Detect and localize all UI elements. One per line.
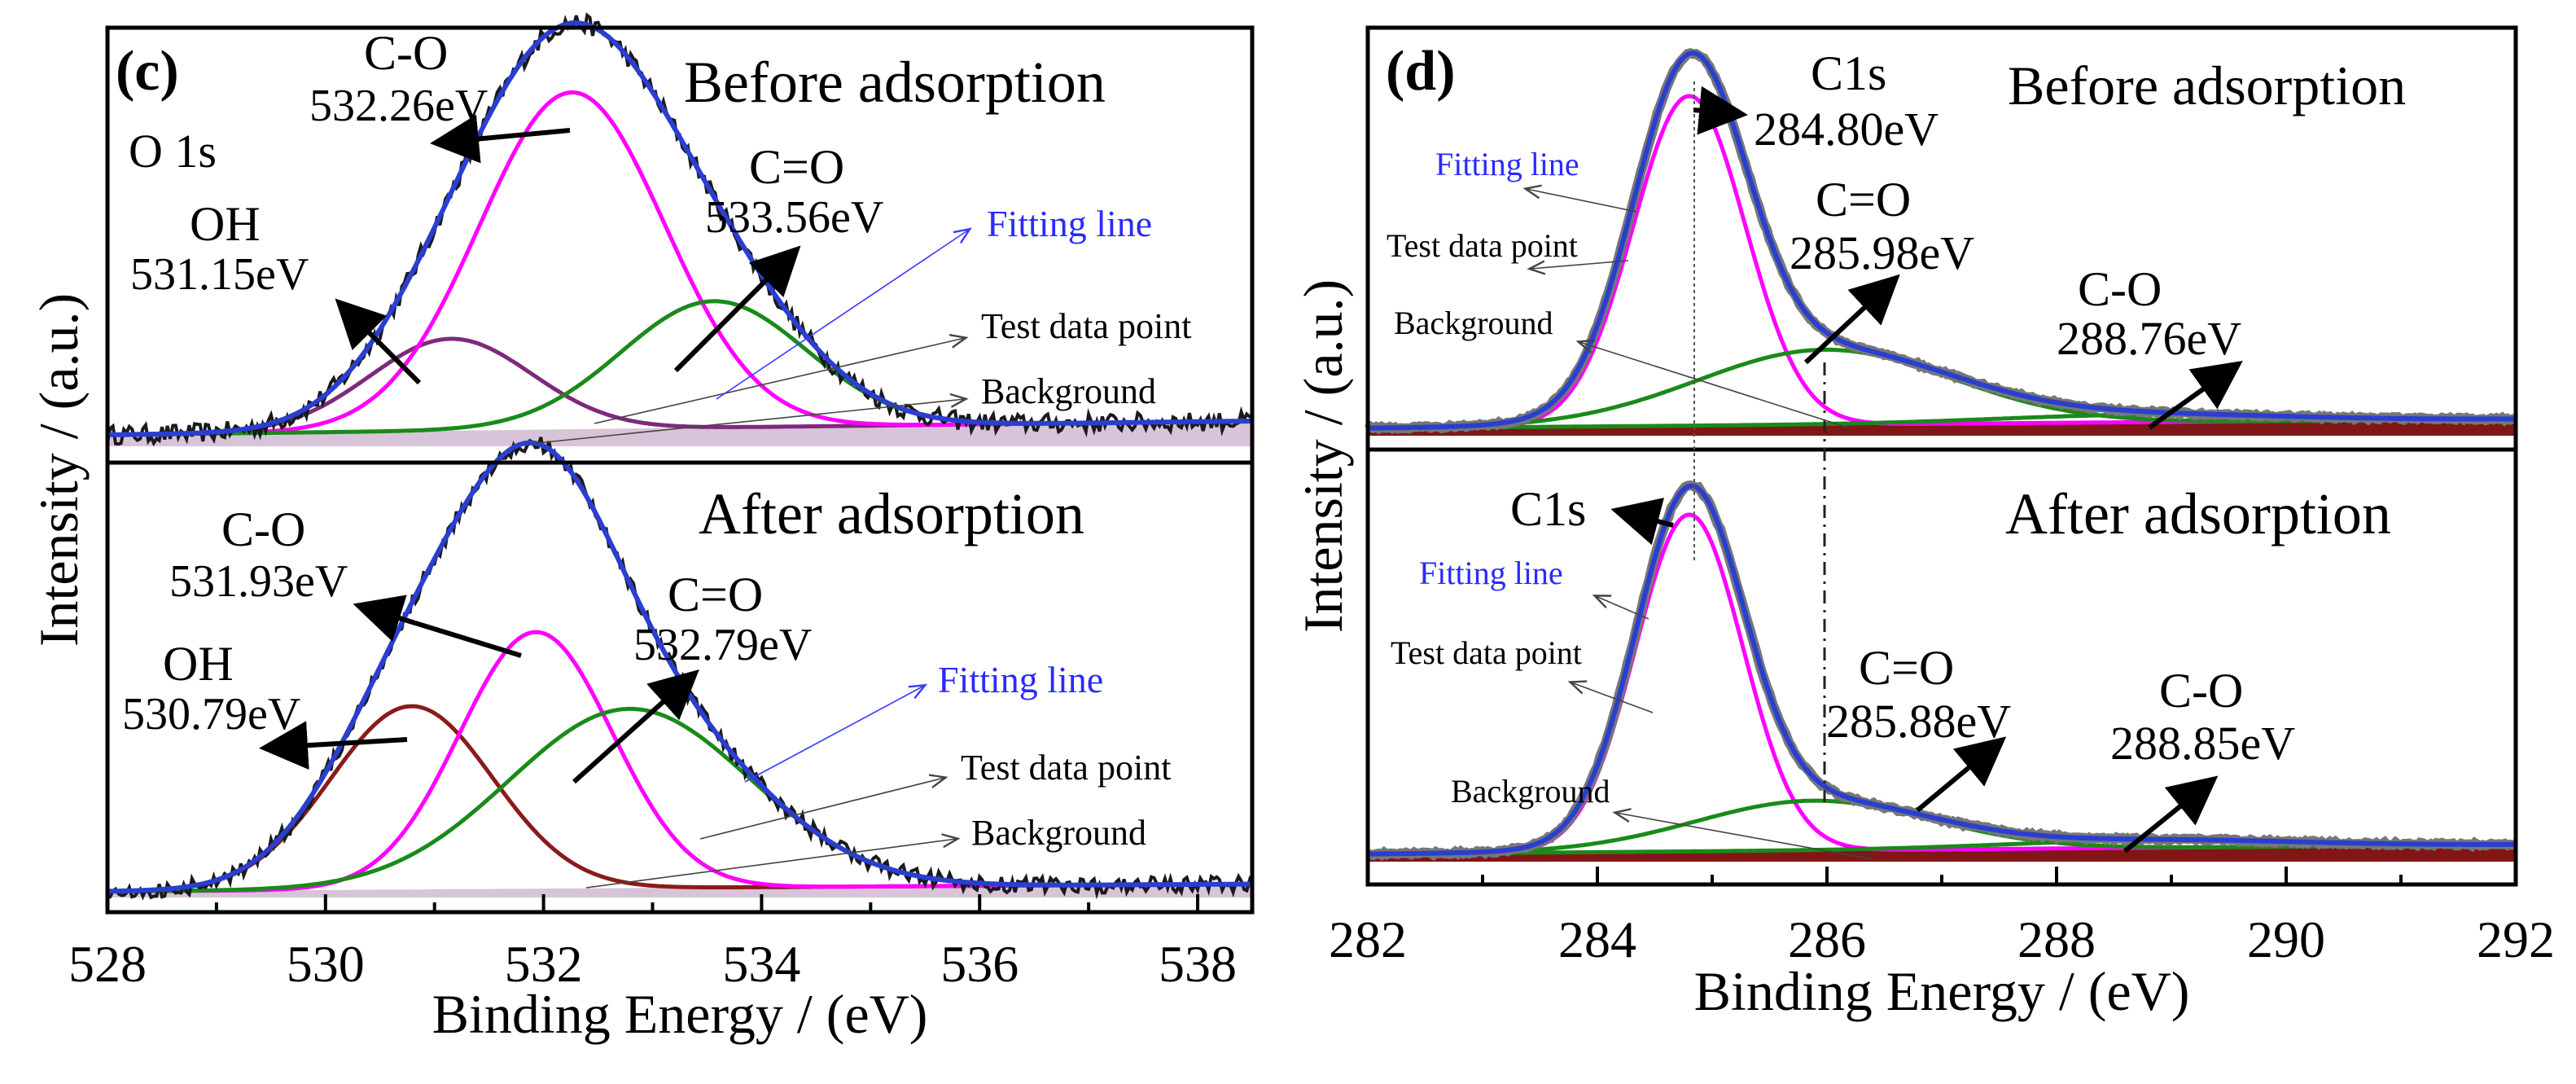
c-top-peak-energy-c-double-o: 533.56eV	[705, 192, 883, 243]
panel-c-tick-labels: 528 530 532 534 536 538	[68, 935, 1237, 993]
panel-c-top-title: Before adsorption	[684, 50, 1106, 115]
d-bottom-peak-label-co: C-O	[2159, 664, 2243, 718]
c-bottom-peak-energy-co: 531.93eV	[169, 556, 348, 607]
d-top-legend-background: Background	[1394, 305, 1553, 341]
c-top-legend-test-data: Test data point	[981, 306, 1191, 346]
panel-d-ticks	[1366, 867, 2517, 884]
x-tick-label: 282	[1329, 911, 1407, 968]
x-tick-label: 290	[2247, 911, 2325, 968]
d-bottom-peak-energy-c-double-o: 285.88eV	[1826, 695, 2011, 748]
panel-c-ticks	[106, 894, 1200, 912]
panel-d: (d) Before adsorption After adsorption C…	[1292, 25, 2555, 1022]
d-top-legend-fitting: Fitting line	[1435, 146, 1579, 182]
panel-d-label: (d)	[1386, 40, 1456, 103]
d-top-arrow-c-double-o	[1803, 274, 1900, 365]
panel-c: (c) O 1s Before adsorption After adsorpt…	[28, 12, 1255, 1045]
d-bottom-legend-background: Background	[1451, 773, 1610, 810]
c-bottom-peak-label-c-double-o: C=O	[668, 568, 763, 621]
c-top-peak-energy-co: 532.26eV	[309, 81, 488, 131]
c-bottom-legend-test-data-arrow	[699, 778, 944, 840]
c-bottom-peak-energy-oh: 530.79eV	[122, 689, 300, 739]
c-top-legend-test-data-arrow	[594, 338, 965, 424]
c-bottom-arrow-c-double-o	[572, 669, 699, 784]
d-bottom-arrow-co	[2123, 775, 2219, 854]
x-tick-label: 528	[68, 935, 147, 993]
c-bottom-legend-fitting-arrow	[744, 686, 924, 783]
panel-c-xlabel: Binding Energy / (eV)	[432, 983, 928, 1045]
panel-d-top-curves	[1364, 47, 2517, 436]
x-tick-label: 288	[2017, 911, 2096, 968]
d-bottom-peak-label-c-double-o: C=O	[1859, 641, 1954, 695]
d-bottom-legend-test-data: Test data point	[1391, 634, 1582, 671]
x-tick-label: 532	[505, 935, 583, 993]
d-bottom-arrow-c-double-o	[1916, 736, 2007, 813]
c-top-legend-fitting-arrow	[716, 230, 969, 400]
c-bottom-arrow-oh	[259, 721, 408, 770]
d-bottom-legend-background-arrow	[1616, 813, 1873, 860]
d-bottom-legend-fitting-arrow	[1596, 596, 1649, 620]
panel-c-top-curves	[106, 12, 1253, 447]
c-top-legend-background: Background	[981, 371, 1156, 411]
c-bottom-peak-energy-c-double-o: 532.79eV	[633, 620, 812, 670]
c-top-peak-energy-oh: 531.15eV	[130, 249, 309, 300]
c-top-legend-fitting: Fitting line	[987, 203, 1152, 244]
d-top-arrow-co	[2148, 361, 2243, 430]
d-bottom-peak-energy-co: 288.85eV	[2110, 717, 2295, 770]
d-top-peak-energy-co: 288.76eV	[2057, 312, 2241, 365]
panel-d-tick-labels: 282 284 286 288 290 292	[1329, 911, 2555, 968]
c-top-peak-label-co: C-O	[364, 26, 448, 80]
panel-c-element-label: O 1s	[129, 125, 217, 178]
d-top-peak-label-c-double-o: C=O	[1816, 173, 1911, 226]
x-tick-label: 286	[1788, 911, 1866, 968]
panel-d-xlabel: Binding Energy / (eV)	[1694, 960, 2190, 1022]
c-bottom-legend-background: Background	[971, 813, 1146, 853]
d-top-legend-test-data-arrow	[1531, 260, 1629, 269]
c-top-peak-label-oh: OH	[190, 197, 261, 251]
d-top-peak-energy-c1s: 284.80eV	[1754, 103, 1939, 156]
c-top-arrow-c-double-o	[673, 245, 801, 373]
c-bottom-arrow-co	[353, 595, 522, 658]
panel-c-ylabel: Intensity / (a.u.)	[28, 293, 90, 647]
d-top-legend-fitting-arrow	[1527, 189, 1637, 213]
fitting-line	[107, 20, 1252, 437]
d-top-peak-label-co: C-O	[2078, 262, 2162, 316]
d-top-peak-energy-c-double-o: 285.98eV	[1790, 226, 1974, 279]
c-bottom-legend-background-arrow	[585, 839, 957, 889]
d-top-legend-background-arrow	[1579, 342, 1849, 428]
d-bottom-peak-label-c1s: C1s	[1510, 482, 1586, 536]
d-top-legend-test-data: Test data point	[1387, 227, 1578, 264]
d-top-arrow-c1s	[1693, 86, 1748, 135]
x-tick-label: 284	[1558, 911, 1636, 968]
panel-c-bottom-title: After adsorption	[699, 481, 1084, 546]
d-bottom-arrow-c1s	[1610, 498, 1674, 546]
x-tick-label: 534	[722, 935, 800, 993]
fitting-line	[1367, 483, 2516, 857]
c-bottom-legend-test-data: Test data point	[961, 748, 1171, 788]
panel-d-bottom-curves	[1366, 480, 2517, 862]
fitting-line	[1367, 50, 2516, 431]
x-tick-label: 292	[2477, 911, 2555, 968]
panel-d-bottom-title: After adsorption	[2005, 481, 2391, 546]
d-top-peak-label-c1s: C1s	[1811, 46, 1886, 100]
c-top-arrow-co	[430, 114, 571, 164]
c-top-arrow-oh	[335, 298, 422, 385]
c-bottom-legend-fitting: Fitting line	[938, 659, 1103, 700]
c-top-peak-label-c-double-o: C=O	[749, 140, 844, 194]
panel-c-frame	[105, 25, 1255, 915]
x-tick-label: 530	[287, 935, 365, 993]
d-bottom-legend-fitting: Fitting line	[1419, 555, 1563, 591]
x-tick-label: 538	[1159, 935, 1237, 993]
c-bottom-peak-label-co: C-O	[221, 503, 305, 556]
c-bottom-peak-label-oh: OH	[163, 637, 234, 691]
d-bottom-legend-test-data-arrow	[1571, 682, 1654, 713]
c-top-legend-background-arrow	[528, 399, 965, 445]
panel-d-top-title: Before adsorption	[2008, 55, 2406, 116]
x-tick-label: 536	[940, 935, 1019, 993]
panel-c-label: (c)	[116, 40, 179, 103]
panel-d-ylabel: Intensity / (a.u.)	[1292, 279, 1354, 633]
